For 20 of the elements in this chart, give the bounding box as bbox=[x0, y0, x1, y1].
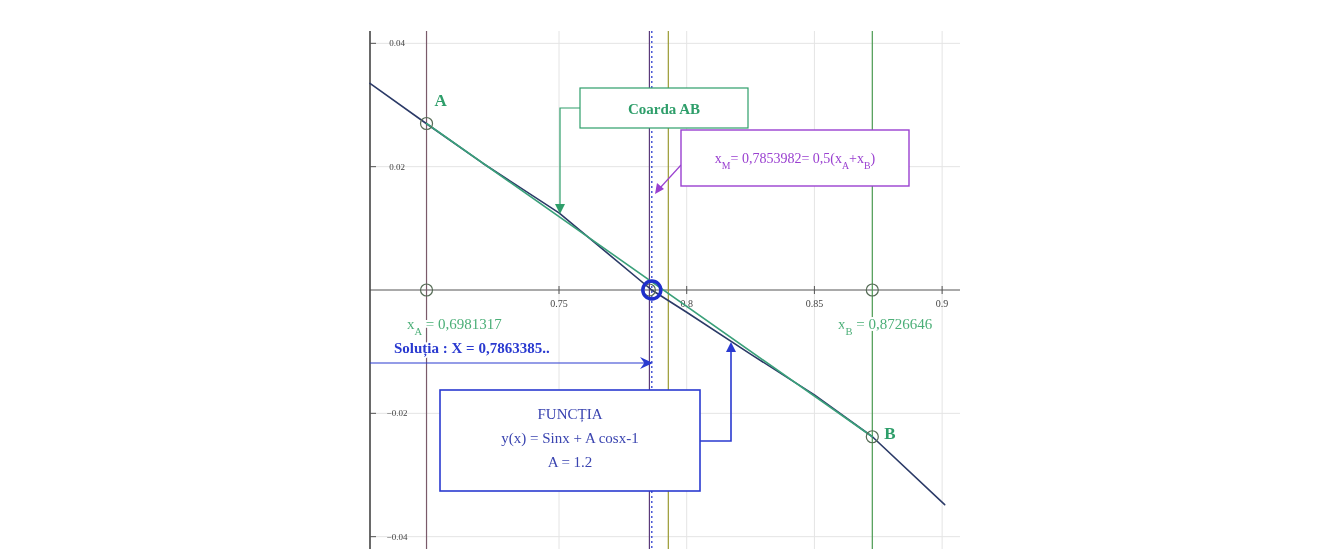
annotation: y(x) = Sinx + A cosx-1 bbox=[501, 430, 639, 447]
y-tick-label: 0.02 bbox=[389, 161, 405, 172]
line-series bbox=[369, 82, 946, 506]
y-tick-label: 0.04 bbox=[389, 38, 406, 49]
annotation: A bbox=[434, 90, 448, 110]
point bbox=[419, 116, 434, 131]
y-tick-label: −0.02 bbox=[386, 408, 408, 419]
annotation: FUNCȚIA bbox=[537, 406, 603, 423]
point bbox=[641, 279, 663, 301]
annotation: A = 1.2 bbox=[547, 454, 593, 470]
point bbox=[865, 430, 879, 444]
annotation: B bbox=[884, 423, 896, 443]
point bbox=[865, 283, 879, 297]
x-tick-label: 0.85 bbox=[805, 298, 824, 309]
annotation: Coarda AB bbox=[627, 101, 701, 117]
x-tick-label: 0.75 bbox=[550, 298, 568, 309]
x-tick-label: 0.9 bbox=[935, 298, 949, 309]
y-tick-label: −0.04 bbox=[386, 531, 408, 542]
point bbox=[419, 283, 434, 297]
annotation: x$_{M}$= 0,7853982= 0,5(x$_{A}$+x$_{B}$) bbox=[714, 151, 876, 171]
